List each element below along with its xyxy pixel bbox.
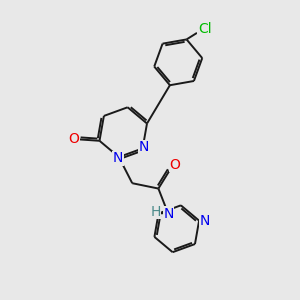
Text: N: N: [199, 214, 210, 228]
Text: O: O: [68, 132, 80, 146]
Text: N: N: [113, 151, 124, 165]
Text: H: H: [150, 205, 161, 219]
Text: N: N: [163, 207, 174, 221]
Text: O: O: [169, 158, 180, 172]
Text: N: N: [139, 140, 149, 154]
Text: Cl: Cl: [198, 22, 212, 36]
